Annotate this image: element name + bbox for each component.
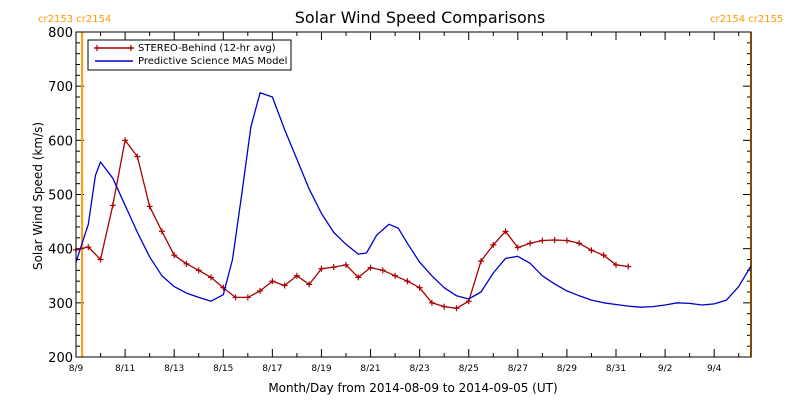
legend-label-mas-model: Predictive Science MAS Model <box>138 56 287 67</box>
y-tick-label: 500 <box>48 189 73 204</box>
x-tick-label: 8/21 <box>360 364 380 374</box>
x-tick-label: 9/4 <box>707 364 722 374</box>
y-tick-label: 400 <box>48 243 73 258</box>
legend: STEREO-Behind (12-hr avg) Predictive Sci… <box>87 39 292 71</box>
plot-frame <box>75 31 752 358</box>
chart-title: Solar Wind Speed Comparisons <box>295 8 546 27</box>
series-line-mas-model <box>75 92 752 308</box>
x-axis-label: Month/Day from 2014-08-09 to 2014-09-05 … <box>268 381 557 395</box>
x-tick-label: 9/2 <box>658 364 672 374</box>
legend-label-stereo-behind: STEREO-Behind (12-hr avg) <box>138 43 276 54</box>
y-tick-label: 800 <box>48 26 73 41</box>
x-tick-label: 8/23 <box>410 364 430 374</box>
legend-box <box>87 39 292 71</box>
y-axis-label: Solar Wind Speed (km/s) <box>31 122 45 270</box>
y-tick-label: 300 <box>48 297 73 312</box>
y-tick-label: 700 <box>48 80 73 95</box>
y-tick-label: 600 <box>48 134 73 149</box>
x-tick-label: 8/25 <box>459 364 479 374</box>
y-tick-label: 200 <box>48 351 73 366</box>
x-tick-label: 8/31 <box>606 364 626 374</box>
carrington-label-right: cr2154 cr2155 <box>710 14 783 25</box>
carrington-label-left: cr2153 cr2154 <box>38 14 111 25</box>
x-tick-label: 8/29 <box>557 364 577 374</box>
x-tick-label: 8/17 <box>262 364 282 374</box>
x-tick-label: 8/27 <box>508 364 528 374</box>
x-tick-label: 8/11 <box>115 364 135 374</box>
x-tick-label: 8/15 <box>213 364 233 374</box>
x-tick-label: 8/13 <box>164 364 184 374</box>
series-line-stereo-behind <box>75 139 629 309</box>
x-tick-label: 8/19 <box>311 364 331 374</box>
x-tick-label: 8/9 <box>69 364 84 374</box>
